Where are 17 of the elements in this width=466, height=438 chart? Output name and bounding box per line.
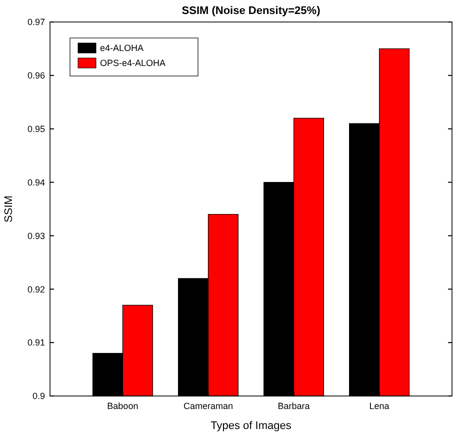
y-axis-title: SSIM: [3, 196, 15, 222]
y-tick-label: 0.97: [27, 17, 45, 28]
y-tick-label: 0.94: [27, 177, 45, 188]
x-tick-label: Lena: [369, 401, 390, 411]
x-tick-label: Baboon: [107, 401, 138, 411]
chart-title: SSIM (Noise Density=25%): [182, 5, 321, 17]
legend-label: e4-ALOHA: [100, 43, 144, 54]
x-tick-label: Cameraman: [183, 401, 233, 411]
y-tick-label: 0.93: [27, 230, 45, 241]
x-axis-title: Types of Images: [210, 420, 292, 432]
y-tick-label: 0.9: [32, 391, 45, 402]
y-tick-label: 0.92: [27, 284, 45, 294]
y-tick-label: 0.95: [27, 124, 45, 134]
y-tick-label: 0.91: [27, 338, 45, 348]
x-tick-label: Barbara: [278, 401, 310, 411]
y-tick-label: 0.96: [27, 70, 45, 81]
legend-label: OPS-e4-ALOHA: [100, 58, 166, 68]
